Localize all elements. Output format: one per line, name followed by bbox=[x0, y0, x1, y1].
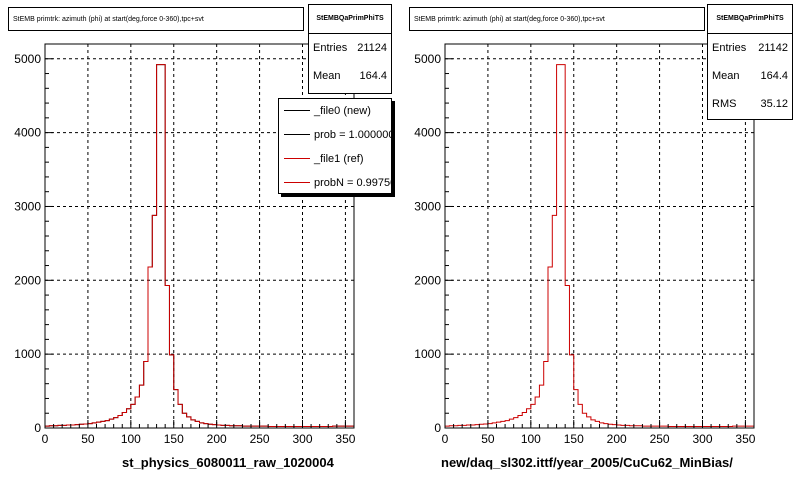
right-x-tick-label-4: 200 bbox=[607, 432, 627, 446]
left-stats-row-mean: Mean 164.4 bbox=[309, 62, 391, 90]
legend-entry-prob: prob = 1.000000 bbox=[279, 123, 391, 147]
left-histogram-plot: 0 50 100 150 200 250 300 350 0 1000 2000 3000 4000 50… bbox=[14, 43, 356, 446]
right-stats-row-mean: Mean 164.4 bbox=[708, 62, 792, 90]
left-y-tick-label-2: 2000 bbox=[14, 273, 41, 287]
left-series-1 bbox=[44, 64, 355, 428]
right-stats-name: StEMBQaPrimPhiTS bbox=[708, 5, 792, 34]
left-y-tick-label-3: 3000 bbox=[14, 199, 41, 213]
right-x-tick-label-7: 350 bbox=[735, 432, 755, 446]
legend-label-file0: _file0 (new) bbox=[314, 105, 371, 117]
left-x-tick-label-4: 200 bbox=[207, 432, 227, 446]
left-stats-box: StEMBQaPrimPhiTS Entries 21124 Mean 164.… bbox=[308, 4, 392, 94]
right-x-tick-label-2: 100 bbox=[521, 432, 541, 446]
left-y-tick-label-4: 4000 bbox=[14, 126, 41, 140]
left-y-tick-label-5: 5000 bbox=[14, 52, 41, 66]
right-x-tick-label-0: 0 bbox=[442, 432, 449, 446]
left-stats-entries-label: Entries bbox=[313, 42, 348, 54]
left-x-tick-label-5: 250 bbox=[250, 432, 270, 446]
right-stats-mean-value: 164.4 bbox=[760, 70, 788, 82]
right-y-tick-label-5: 5000 bbox=[414, 52, 441, 66]
right-series-0 bbox=[444, 64, 755, 428]
legend-entry-file1: _file1 (ref) bbox=[279, 147, 391, 171]
right-x-tick-label-3: 150 bbox=[564, 432, 584, 446]
right-stats-entries-value: 21142 bbox=[758, 42, 788, 54]
legend-entry-probn: probN = 0.997500 bbox=[279, 171, 391, 193]
left-x-tick-label-0: 0 bbox=[42, 432, 49, 446]
left-stats-name: StEMBQaPrimPhiTS bbox=[309, 5, 391, 34]
left-x-tick-label-2: 100 bbox=[121, 432, 141, 446]
right-x-tick-label-5: 250 bbox=[650, 432, 670, 446]
left-x-tick-label-3: 150 bbox=[164, 432, 184, 446]
right-stats-row-entries: Entries 21142 bbox=[708, 34, 792, 62]
right-y-tick-label-4: 4000 bbox=[414, 126, 441, 140]
right-x-tick-label-1: 50 bbox=[481, 432, 495, 446]
right-y-tick-label-1: 1000 bbox=[414, 347, 441, 361]
right-stats-box: StEMBQaPrimPhiTS Entries 21142 Mean 164.… bbox=[707, 4, 793, 120]
legend-swatch-file1 bbox=[284, 158, 310, 159]
right-x-axis-label: new/daq_sl302.ittf/year_2005/CuCu62_MinB… bbox=[441, 455, 733, 470]
left-x-tick-label-1: 50 bbox=[81, 432, 95, 446]
right-stats-row-rms: RMS 35.12 bbox=[708, 90, 792, 118]
legend-swatch-file0 bbox=[284, 110, 310, 111]
right-chart-title: StEMB primtrk: azimuth (phi) at start(de… bbox=[409, 7, 705, 31]
legend-label-probn: probN = 0.997500 bbox=[314, 177, 391, 189]
right-y-tick-label-2: 2000 bbox=[414, 273, 441, 287]
right-x-tick-label-6: 300 bbox=[692, 432, 712, 446]
right-stats-rms-label: RMS bbox=[712, 98, 737, 110]
left-stats-row-entries: Entries 21124 bbox=[309, 34, 391, 62]
left-x-tick-label-7: 350 bbox=[335, 432, 355, 446]
legend-label-prob: prob = 1.000000 bbox=[314, 129, 392, 141]
legend-entry-file0: _file0 (new) bbox=[279, 99, 391, 123]
legend-label-file1: _file1 (ref) bbox=[314, 153, 364, 165]
left-x-axis-label: st_physics_6080011_raw_1020004 bbox=[122, 455, 334, 470]
legend-swatch-probn bbox=[284, 182, 310, 183]
right-stats-mean-label: Mean bbox=[712, 70, 740, 82]
left-stats-mean-label: Mean bbox=[313, 70, 341, 82]
left-legend: _file0 (new) prob = 1.000000 _file1 (ref… bbox=[278, 98, 392, 194]
left-stats-entries-value: 21124 bbox=[357, 42, 387, 54]
right-stats-entries-label: Entries bbox=[712, 42, 747, 54]
right-y-tick-label-3: 3000 bbox=[414, 199, 441, 213]
legend-swatch-prob bbox=[284, 134, 310, 135]
left-x-tick-label-6: 300 bbox=[292, 432, 312, 446]
right-y-tick-label-0: 0 bbox=[434, 421, 441, 435]
right-stats-rms-value: 35.12 bbox=[760, 98, 788, 110]
left-chart-title: StEMB primtrk: azimuth (phi) at start(de… bbox=[8, 7, 304, 31]
left-y-tick-label-0: 0 bbox=[34, 421, 41, 435]
left-stats-mean-value: 164.4 bbox=[359, 70, 387, 82]
right-histogram-plot: 0 50 100 150 200 250 300 350 0 1000 2000 3000 4000 50… bbox=[414, 43, 756, 446]
left-y-tick-label-1: 1000 bbox=[14, 347, 41, 361]
